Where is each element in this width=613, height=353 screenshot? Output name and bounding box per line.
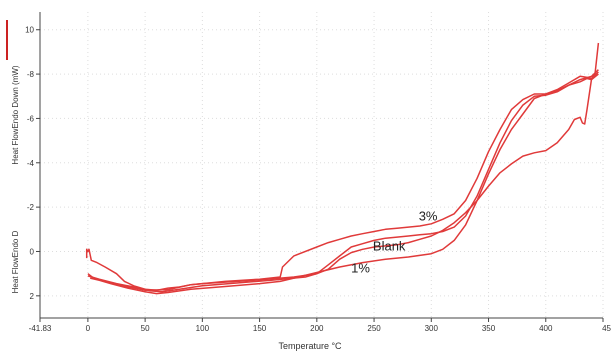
curve-annotation: 1% bbox=[351, 261, 370, 276]
x-tick-label: 350 bbox=[482, 324, 496, 333]
x-tick-label: 45 bbox=[602, 324, 611, 333]
series bbox=[85, 42, 600, 295]
x-axis-label: Temperature °C bbox=[278, 341, 342, 351]
grid bbox=[40, 12, 604, 318]
y-tick-label: 2 bbox=[30, 292, 35, 301]
series-line bbox=[87, 69, 599, 293]
x-tick-label: 150 bbox=[253, 324, 267, 333]
y-tick-label: -2 bbox=[27, 203, 35, 212]
x-tick-label: 50 bbox=[141, 324, 150, 333]
y-tick-label: -8 bbox=[27, 70, 35, 79]
ticks: -41.83 0 50 100 150 200 250 300 350 400 45 10 -8 -6 -4… bbox=[25, 26, 611, 333]
y-tick-label: 0 bbox=[30, 247, 35, 256]
curve-annotation: Blank bbox=[373, 238, 406, 253]
series-line bbox=[85, 42, 600, 292]
curve-annotation: 3% bbox=[419, 208, 438, 223]
y-axis-label-lower: Heat FlowEndo D bbox=[11, 230, 20, 293]
y-axis-label-upper: Heat FlowEndo Down (mW) bbox=[11, 65, 20, 164]
y-tick-label: -6 bbox=[27, 114, 35, 123]
x-tick-label: 250 bbox=[367, 324, 381, 333]
x-tick-label: 400 bbox=[539, 324, 553, 333]
x-tick-label: -41.83 bbox=[29, 324, 52, 333]
y-tick-label: 10 bbox=[25, 26, 34, 35]
axes bbox=[39, 12, 603, 319]
x-tick-label: 0 bbox=[86, 324, 91, 333]
x-tick-label: 200 bbox=[310, 324, 324, 333]
x-tick-label: 300 bbox=[425, 324, 439, 333]
series-line bbox=[87, 71, 599, 292]
y-tick-label: -4 bbox=[27, 159, 35, 168]
x-tick-label: 100 bbox=[196, 324, 210, 333]
